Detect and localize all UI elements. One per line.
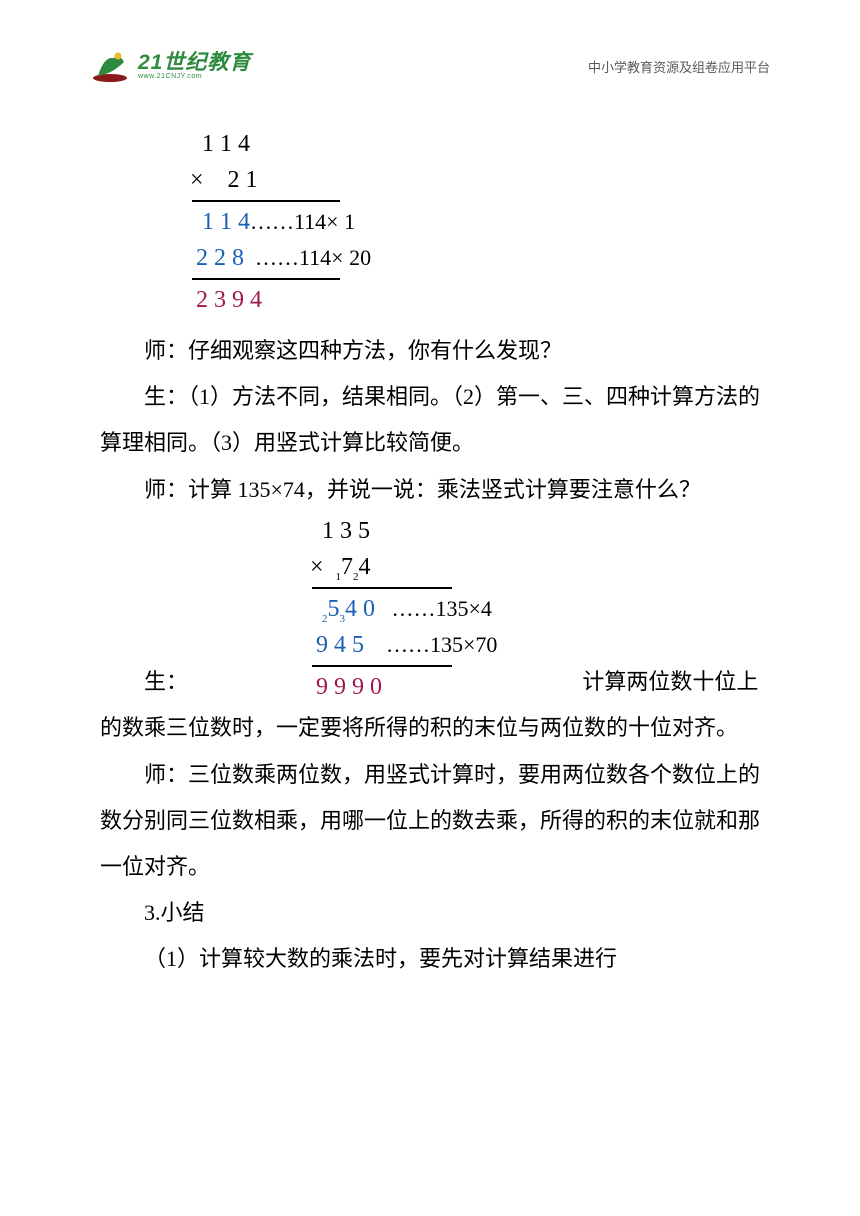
calc1-result: 2 3 9 4	[190, 282, 760, 318]
page-header: 21世纪教育 www.21CNJY.com 中小学教育资源及组卷应用平台	[0, 0, 860, 96]
calc2-rule-1	[312, 587, 452, 589]
calc2-result: 9 9 9 0	[310, 669, 497, 705]
logo-sub-text: www.21CNJY.com	[138, 73, 251, 80]
calc1-rule-2	[192, 278, 340, 280]
calc2-multiplier: × 1724	[310, 549, 497, 585]
logo-main-text: 21世纪教育	[138, 52, 251, 73]
calc1-rule-1	[192, 200, 340, 202]
paragraph-student-2-cont: 的数乘三位数时，一定要将所得的积的末位与两位数的十位对齐。	[100, 705, 760, 751]
p4-suffix: 计算两位数十位上	[582, 659, 758, 705]
calc1-multiplicand: 1 1 4	[190, 126, 760, 162]
document-content: 1 1 4 × 2 1 1 1 4……114× 1 2 2 8 ……114× 2…	[0, 96, 860, 982]
calc2-partial-2: 9 4 5 ……135×70	[310, 627, 497, 663]
logo-icon	[90, 48, 134, 84]
header-right-text: 中小学教育资源及组卷应用平台	[588, 57, 770, 76]
calculation-1: 1 1 4 × 2 1 1 1 4……114× 1 2 2 8 ……114× 2…	[190, 126, 760, 318]
calc2-partial-1: 2534 0 ……135×4	[310, 591, 497, 627]
paragraph-summary-1: （1）计算较大数的乘法时，要先对计算结果进行	[100, 936, 760, 982]
calc2-multiplicand: 1 3 5	[310, 513, 497, 549]
calc2-wrap: 生： 1 3 5 × 1724 2534 0 ……135×4 9 4 5 ……1…	[100, 513, 760, 706]
calc1-multiplier: × 2 1	[190, 162, 760, 198]
paragraph-summary-heading: 3.小结	[100, 890, 760, 936]
calc1-partial-2: 2 2 8 ……114× 20	[190, 240, 760, 276]
paragraph-student-1: 生：（1）方法不同，结果相同。（2）第一、三、四种计算方法的算理相同。（3）用竖…	[100, 374, 760, 466]
logo: 21世纪教育 www.21CNJY.com	[90, 48, 251, 84]
paragraph-teacher-3: 师：三位数乘两位数，用竖式计算时，要用两位数各个数位上的数分别同三位数相乘，用哪…	[100, 752, 760, 891]
calc1-partial-1: 1 1 4……114× 1	[190, 204, 760, 240]
calc2-rule-2	[312, 665, 452, 667]
paragraph-teacher-1: 师：仔细观察这四种方法，你有什么发现？	[100, 328, 760, 374]
logo-text-block: 21世纪教育 www.21CNJY.com	[138, 52, 251, 80]
student-prefix: 生：	[100, 659, 190, 705]
paragraph-teacher-2: 师：计算 135×74，并说一说：乘法竖式计算要注意什么？	[100, 467, 760, 513]
calculation-2: 1 3 5 × 1724 2534 0 ……135×4 9 4 5 ……135×…	[310, 513, 497, 706]
